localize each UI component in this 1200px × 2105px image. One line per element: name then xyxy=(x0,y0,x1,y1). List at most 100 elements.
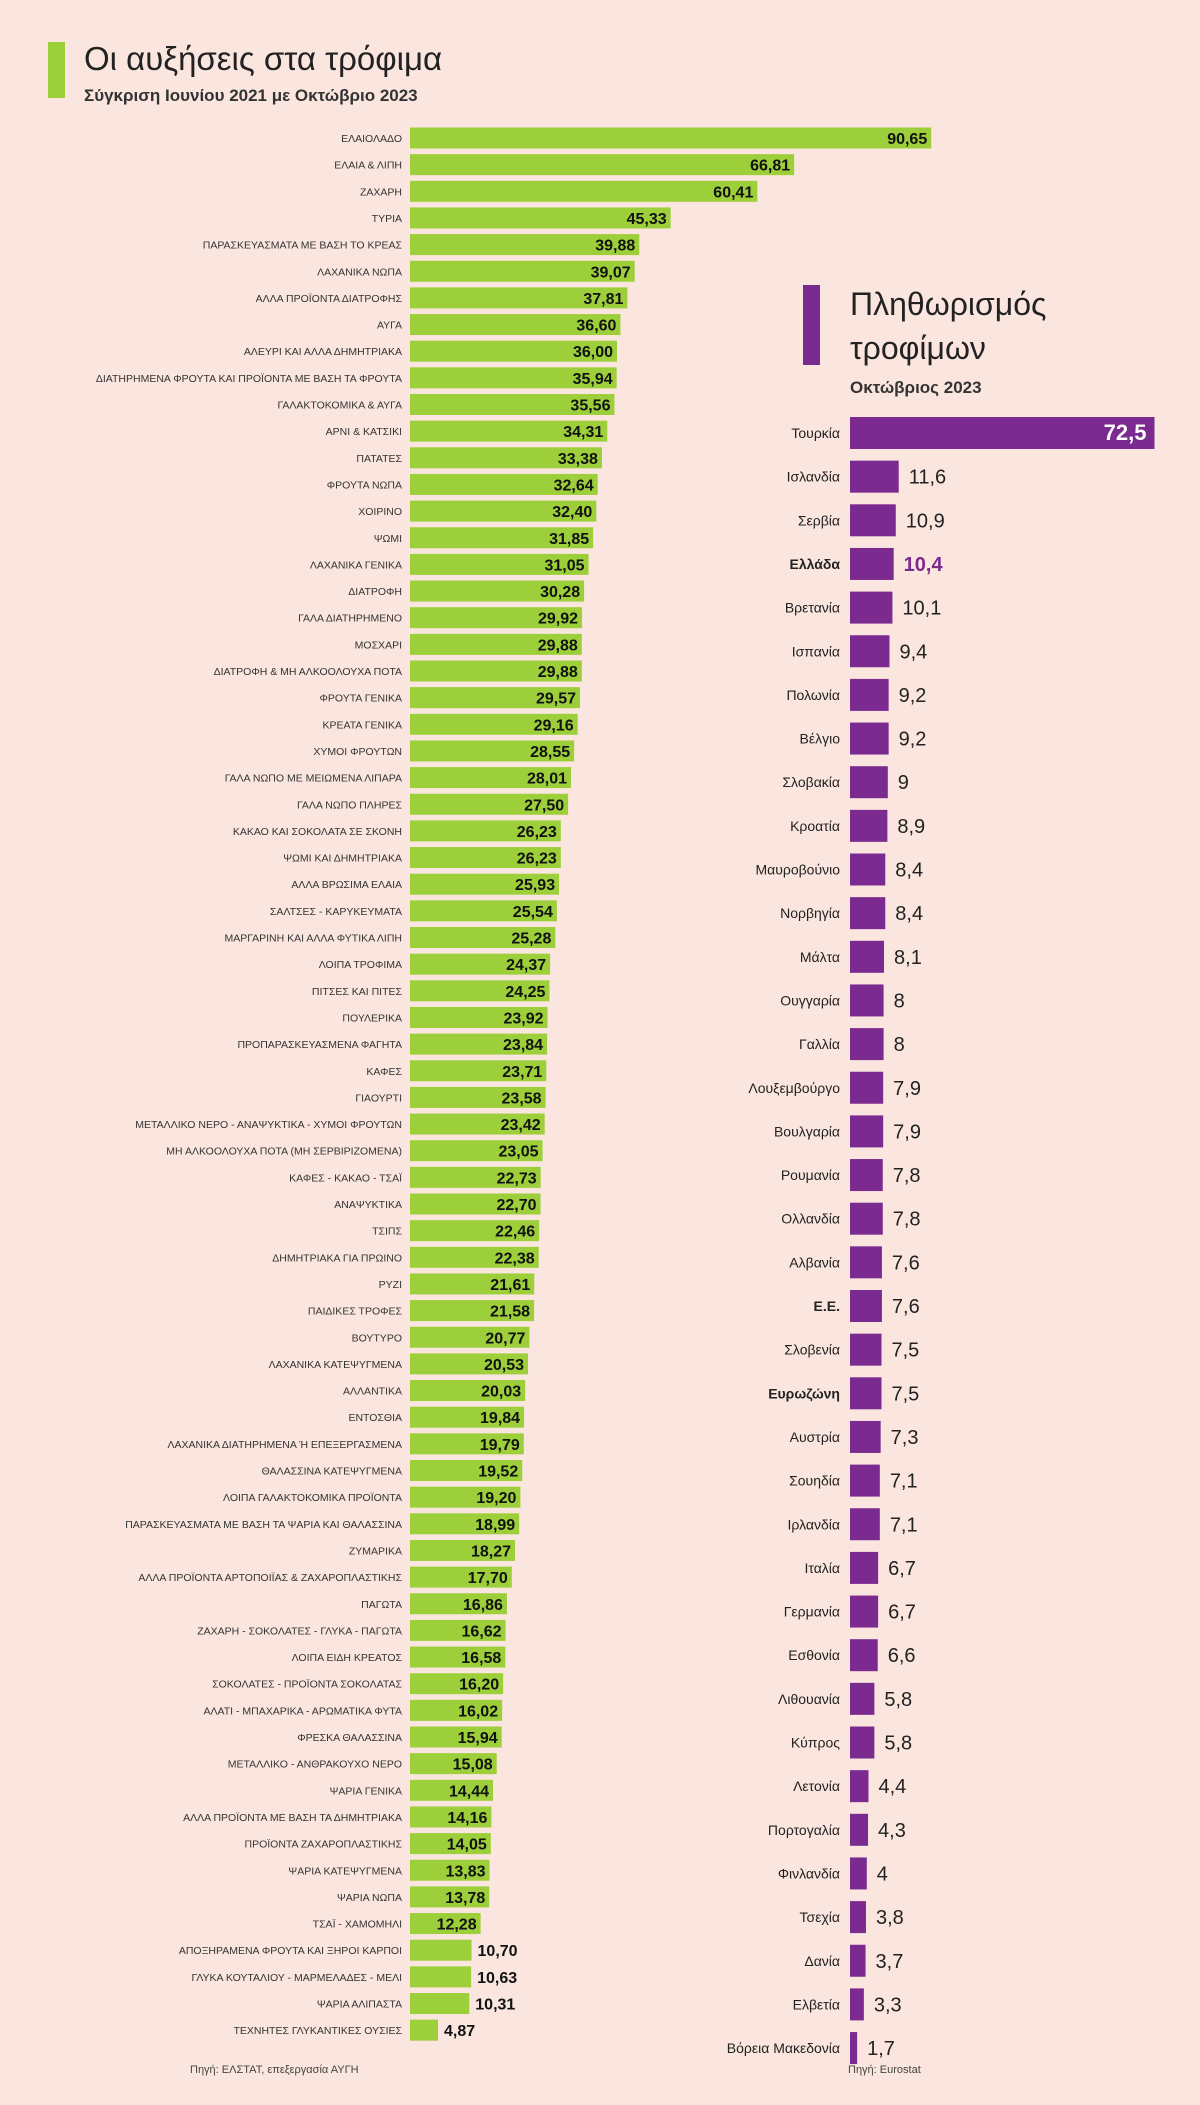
left-category-label: ΖΑΧΑΡΗ xyxy=(360,186,402,198)
left-category-label: ΛΟΙΠΑ ΓΑΛΑΚΤΟΚΟΜΙΚΑ ΠΡΟΪΟΝΤΑ xyxy=(223,1492,402,1504)
right-value-label: 8,1 xyxy=(894,947,922,969)
right-category-label: Μάλτα xyxy=(800,949,840,965)
left-bar xyxy=(410,1406,525,1428)
right-category-label: Βρετανία xyxy=(785,600,840,616)
left-bar xyxy=(410,1273,535,1295)
right-value-label: 3,7 xyxy=(876,1951,904,1973)
left-bar xyxy=(410,1140,543,1162)
left-bar-group: ΤΕΧΝΗΤΕΣ ΓΛΥΚΑΝΤΙΚΕΣ ΟΥΣΙΕΣ 4,87 xyxy=(233,2019,475,2041)
left-value-label: 23,58 xyxy=(502,1090,542,1107)
right-category-label: Γαλλία xyxy=(799,1036,840,1052)
left-category-label: ΓΑΛΑ ΝΩΠΟ ΜΕ ΜΕΙΩΜΕΝΑ ΛΙΠΑΡΑ xyxy=(225,773,402,785)
right-bar xyxy=(850,1159,883,1192)
left-value-label: 14,44 xyxy=(449,1783,489,1800)
left-bar-group: ΛΟΙΠΑ ΓΑΛΑΚΤΟΚΟΜΙΚΑ ΠΡΟΪΟΝΤΑ 19,20 xyxy=(223,1486,521,1508)
left-bar xyxy=(410,767,572,789)
left-bar-group: ΑΠΟΞΗΡΑΜΕΝΑ ΦΡΟΥΤΑ ΚΑΙ ΞΗΡΟΙ ΚΑΡΠΟΙ 10,70 xyxy=(179,1939,518,1961)
left-category-label: ΖΑΧΑΡΗ - ΣΟΚΟΛΑΤΕΣ - ΓΛΥΚΑ - ΠΑΓΩΤΑ xyxy=(197,1625,402,1637)
left-value-label: 32,40 xyxy=(552,504,592,521)
left-category-label: ΛΑΧΑΝΙΚΑ ΓΕΝΙΚΑ xyxy=(310,559,402,571)
left-category-label: ΜΗ ΑΛΚΟΟΛΟΥΧΑ ΠΟΤΑ (ΜΗ ΣΕΡΒΙΡΙΖΟΜΕΝΑ) xyxy=(166,1146,402,1158)
left-bar xyxy=(410,1486,521,1508)
left-bar xyxy=(410,447,602,469)
left-bar xyxy=(410,420,608,442)
left-value-label: 15,08 xyxy=(453,1757,493,1774)
left-bar xyxy=(410,1060,547,1082)
left-category-label: ΦΡΟΥΤΑ ΝΩΠΑ xyxy=(327,479,402,491)
left-bar xyxy=(410,1220,540,1242)
left-bar-group: ΠΑΡΑΣΚΕΥΑΣΜΑΤΑ ΜΕ ΒΑΣΗ ΤΑ ΨΑΡΙΑ ΚΑΙ ΘΑΛΑ… xyxy=(125,1513,520,1535)
left-value-label: 25,28 xyxy=(511,931,551,948)
left-value-label: 28,01 xyxy=(527,771,567,788)
left-bar xyxy=(410,1993,470,2014)
left-bar xyxy=(410,1246,539,1268)
right-bar-group: Ελβετία 3,3 xyxy=(793,1988,902,2021)
left-bar xyxy=(410,1300,535,1322)
left-bar-group: ΨΑΡΙΑ ΚΑΤΕΨΥΓΜΕΝΑ 13,83 xyxy=(288,1859,490,1881)
left-bar xyxy=(410,260,635,282)
right-bar-group: Βουλγαρία 7,9 xyxy=(774,1115,921,1148)
left-category-label: ΔΙΑΤΗΡΗΜΕΝΑ ΦΡΟΥΤΑ ΚΑΙ ΠΡΟΪΟΝΤΑ ΜΕ ΒΑΣΗ … xyxy=(96,373,402,385)
left-value-label: 18,99 xyxy=(475,1517,515,1534)
right-bar xyxy=(850,940,885,973)
left-bar xyxy=(410,340,617,362)
left-bar-group: ΣΟΚΟΛΑΤΕΣ - ΠΡΟΪΟΝΤΑ ΣΟΚΟΛΑΤΑΣ 16,20 xyxy=(212,1673,504,1695)
left-value-label: 22,46 xyxy=(495,1224,535,1241)
right-chart-subtitle: Οκτώβριος 2023 xyxy=(850,378,982,397)
left-bar xyxy=(410,927,556,948)
right-category-label: Νορβηγία xyxy=(780,905,840,921)
left-bar-group: ΒΟΥΤΥΡΟ 20,77 xyxy=(352,1326,530,1348)
left-bar-group: ΚΑΦΕΣ 23,71 xyxy=(366,1060,547,1082)
left-bar xyxy=(410,1886,490,1908)
right-bar-group: Βόρεια Μακεδονία 1,7 xyxy=(727,2032,895,2065)
right-value-label: 3,8 xyxy=(876,1907,904,1929)
left-bar-group: ΖΑΧΑΡΗ - ΣΟΚΟΛΑΤΕΣ - ΓΛΥΚΑ - ΠΑΓΩΤΑ 16,62 xyxy=(197,1619,506,1641)
left-bar-group: ΕΛΑΙΑ & ΛΙΠΗ 66,81 xyxy=(334,154,795,176)
left-value-label: 30,28 xyxy=(540,584,580,601)
left-value-label: 12,28 xyxy=(437,1917,477,1934)
right-category-label: Κύπρος xyxy=(791,1735,840,1751)
right-category-label: Μαυροβούνιο xyxy=(755,862,840,878)
right-bar xyxy=(850,722,889,755)
left-category-label: ΜΑΡΓΑΡΙΝΗ ΚΑΙ ΑΛΛΑ ΦΥΤΙΚΑ ΛΙΠΗ xyxy=(225,933,402,945)
left-value-label: 4,87 xyxy=(444,2023,475,2040)
left-category-label: ΑΠΟΞΗΡΑΜΕΝΑ ΦΡΟΥΤΑ ΚΑΙ ΞΗΡΟΙ ΚΑΡΠΟΙ xyxy=(179,1945,402,1957)
right-bar xyxy=(850,2032,858,2065)
left-bar xyxy=(410,1166,541,1188)
right-bar-group: Κροατία 8,9 xyxy=(790,809,925,842)
left-bar xyxy=(410,1646,506,1668)
left-bar-group: ΧΟΙΡΙΝΟ 32,40 xyxy=(358,500,597,522)
right-chart-title: Πληθωρισμός τροφίμων xyxy=(850,286,1047,366)
left-value-label: 29,88 xyxy=(538,664,578,681)
right-bar xyxy=(850,678,889,711)
right-category-label: Ελλάδα xyxy=(790,556,841,572)
left-bar xyxy=(410,633,582,655)
left-category-label: ΠΑΓΩΤΑ xyxy=(361,1599,402,1611)
left-value-label: 37,81 xyxy=(583,291,623,308)
left-value-label: 22,38 xyxy=(495,1250,535,1267)
right-bar xyxy=(850,1028,884,1061)
left-bar-group: ΧΥΜΟΙ ΦΡΟΥΤΩΝ 28,55 xyxy=(313,740,575,762)
left-bar xyxy=(410,1113,545,1135)
left-bar-group: ΛΑΧΑΝΙΚΑ ΚΑΤΕΨΥΓΜΕΝΑ 20,53 xyxy=(269,1353,529,1375)
right-category-label: Τουρκία xyxy=(791,425,840,441)
left-bar xyxy=(410,1566,512,1588)
left-bar xyxy=(410,740,575,762)
left-bar-group: ΑΛΛΑ ΠΡΟΪΟΝΤΑ ΔΙΑΤΡΟΦΗΣ 37,81 xyxy=(256,287,628,309)
right-bar-group: Σλοβακία 9 xyxy=(782,766,909,799)
left-bar-group: ΛΑΧΑΝΙΚΑ ΝΩΠΑ 39,07 xyxy=(317,260,635,282)
right-bar xyxy=(850,1115,884,1148)
left-bar xyxy=(410,1673,504,1695)
right-bar-group: Ουγγαρία 8 xyxy=(780,984,905,1017)
right-category-label: Βόρεια Μακεδονία xyxy=(727,2040,840,2056)
right-bar-group: Εσθονία 6,6 xyxy=(788,1639,916,1672)
right-category-label: Κροατία xyxy=(790,818,840,834)
left-value-label: 29,57 xyxy=(536,691,576,708)
left-bar xyxy=(410,1753,497,1775)
left-bar xyxy=(410,1726,502,1748)
left-bar-group: ΠΡΟΠΑΡΑΣΚΕΥΑΣΜΕΝΑ ΦΑΓΗΤΑ 23,84 xyxy=(237,1033,548,1055)
left-category-label: ΓΛΥΚΑ ΚΟΥΤΑΛΙΟΥ - ΜΑΡΜΕΛΑΔΕΣ - ΜΕΛΙ xyxy=(192,1972,403,1984)
left-value-label: 90,65 xyxy=(887,131,927,148)
left-category-label: ΣΑΛΤΣΕΣ - ΚΑΡΥΚΕΥΜΑΤΑ xyxy=(270,906,402,918)
right-bar xyxy=(850,1944,866,1977)
